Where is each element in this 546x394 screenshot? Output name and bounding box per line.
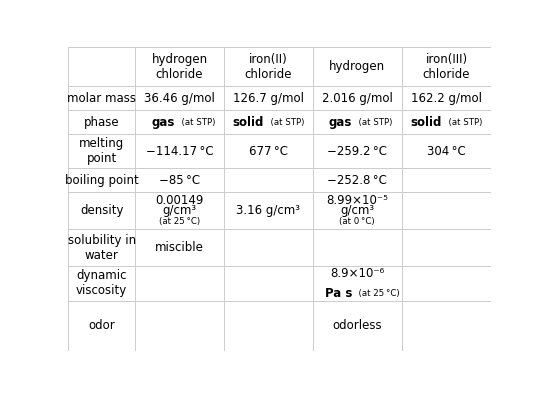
Text: −85 °C: −85 °C [159,174,200,187]
Text: (at 25 °C): (at 25 °C) [159,217,200,226]
Text: hydrogen
chloride: hydrogen chloride [151,53,207,81]
Text: −114.17 °C: −114.17 °C [146,145,213,158]
Text: g/cm³: g/cm³ [163,204,197,217]
Text: (at STP): (at STP) [265,117,304,126]
Text: 677 °C: 677 °C [249,145,288,158]
Text: gas: gas [329,115,352,128]
Text: dynamic
viscosity: dynamic viscosity [76,269,127,297]
Text: 162.2 g/mol: 162.2 g/mol [411,91,482,104]
Text: 8.99×10⁻⁵: 8.99×10⁻⁵ [327,194,388,207]
Text: 126.7 g/mol: 126.7 g/mol [233,91,304,104]
Text: boiling point: boiling point [65,174,139,187]
Text: −259.2 °C: −259.2 °C [327,145,387,158]
Text: −252.8 °C: −252.8 °C [327,174,387,187]
Text: gas: gas [151,115,175,128]
Text: g/cm³: g/cm³ [340,204,375,217]
Text: 2.016 g/mol: 2.016 g/mol [322,91,393,104]
Text: 3.16 g/cm³: 3.16 g/cm³ [236,204,300,217]
Text: iron(II)
chloride: iron(II) chloride [245,53,292,81]
Text: (at 25 °C): (at 25 °C) [353,289,400,298]
Text: solubility in
water: solubility in water [68,234,136,262]
Text: (at STP): (at STP) [443,117,482,126]
Text: odorless: odorless [333,320,382,333]
Text: 304 °C: 304 °C [427,145,466,158]
Text: 0.00149: 0.00149 [156,194,204,207]
Text: 36.46 g/mol: 36.46 g/mol [144,91,215,104]
Text: 8.9×10⁻⁶: 8.9×10⁻⁶ [330,267,384,280]
Text: Pa s: Pa s [325,287,352,300]
Text: odor: odor [88,320,115,333]
Text: (at STP): (at STP) [353,117,393,126]
Text: hydrogen: hydrogen [329,60,385,73]
Text: miscible: miscible [155,241,204,254]
Text: molar mass: molar mass [67,91,136,104]
Text: solid: solid [232,115,263,128]
Text: melting
point: melting point [79,137,124,165]
Text: solid: solid [410,115,442,128]
Text: (at STP): (at STP) [176,117,215,126]
Text: iron(III)
chloride: iron(III) chloride [423,53,470,81]
Text: phase: phase [84,115,120,128]
Text: density: density [80,204,123,217]
Text: (at 0 °C): (at 0 °C) [340,217,375,226]
